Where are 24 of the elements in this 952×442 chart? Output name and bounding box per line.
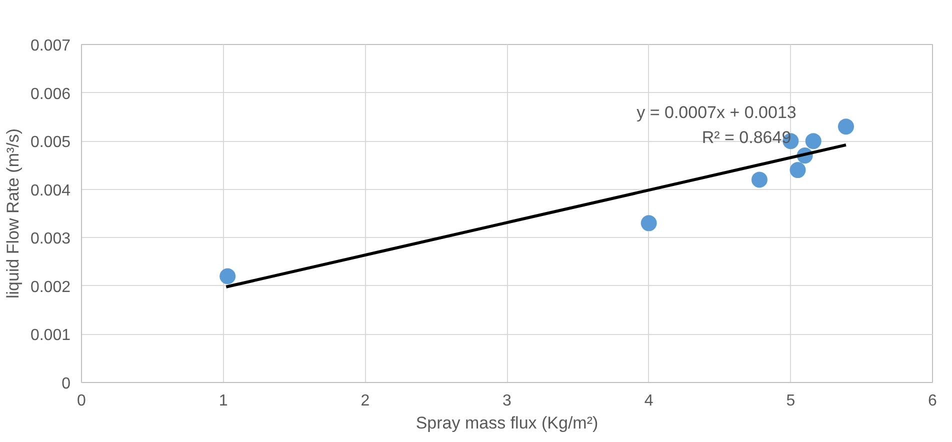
x-axis-title: Spray mass flux (Kg/m²) [416, 414, 598, 432]
y-tick-label: 0.005 [30, 134, 71, 152]
point [790, 162, 806, 178]
x-tick-label: 1 [218, 392, 228, 410]
point [805, 133, 822, 150]
x-tick-label: 3 [502, 392, 512, 410]
x-tick-label: 0 [77, 392, 86, 410]
annotation: y = 0.0007x + 0.0013 [636, 103, 796, 122]
y-tick-label: 0 [62, 376, 71, 392]
y-tick-label: 0.007 [30, 38, 71, 54]
point [220, 268, 236, 284]
y-tick-label: 0.001 [30, 327, 71, 344]
point [640, 215, 657, 232]
x-tick-label: 6 [928, 392, 938, 410]
y-axis-title: liquid Flow Rate (m³/s) [3, 128, 22, 299]
point [838, 118, 854, 135]
y-tick-label: 0.006 [30, 86, 71, 103]
y-tick-label: 0.004 [30, 182, 71, 200]
y-tick-label: 0.002 [30, 278, 71, 296]
x-tick-label: 4 [644, 392, 654, 410]
y-tick-label: 0.003 [30, 230, 71, 248]
x-tick-label: 5 [786, 392, 796, 410]
x-tick-label: 2 [360, 392, 370, 410]
point [751, 172, 768, 188]
